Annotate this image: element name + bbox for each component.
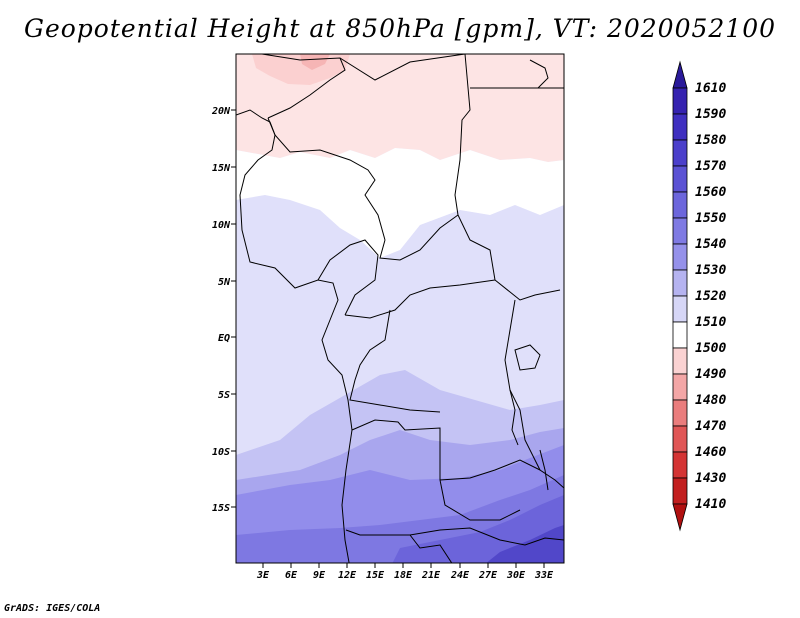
- colorbar-cap-top: [672, 60, 688, 89]
- colorbar-segment: [672, 243, 688, 271]
- border-cameroon: [317, 239, 379, 316]
- colorbar-segment: [672, 87, 688, 115]
- colorbar-label: 1560: [695, 185, 726, 200]
- border-libya-chad: [339, 54, 471, 216]
- colorbar-segment: [672, 269, 688, 297]
- colorbar-cap-bottom: [672, 503, 688, 532]
- lake-victoria: [514, 344, 541, 371]
- lon-label: 6E: [285, 570, 298, 581]
- lon-ticks: [262, 563, 545, 568]
- lon-label: 30E: [506, 570, 526, 581]
- colorbar-label: 1590: [695, 107, 726, 122]
- colorbar-segment: [672, 191, 688, 219]
- map-frame: [235, 53, 565, 564]
- coastline: [236, 109, 353, 563]
- colorbar-label: 1550: [695, 211, 726, 226]
- lon-label: 33E: [534, 570, 554, 581]
- border-drc-east: [504, 299, 564, 489]
- colorbar-segment: [672, 477, 688, 505]
- colorbar-label: 1480: [695, 393, 726, 408]
- lon-label: 24E: [450, 570, 470, 581]
- footer-credit: GrADS: IGES/COLA: [4, 603, 101, 614]
- colorbar-segment: [672, 295, 688, 323]
- nile-branch: [529, 59, 549, 89]
- border-congo: [344, 279, 496, 319]
- colorbar-label: 1490: [695, 367, 726, 382]
- lon-label: 3E: [256, 570, 270, 581]
- lat-label: 15S: [212, 503, 230, 514]
- colorbar: 1610 1590 1580 1570 1560 1550 1540 1530 1520 1510…: [672, 60, 726, 532]
- colorbar-segment: [672, 217, 688, 245]
- border-drc-west: [349, 309, 441, 413]
- colorbar-segment: [672, 347, 688, 375]
- lat-label: 10N: [212, 220, 231, 231]
- lon-label: 21E: [421, 570, 441, 581]
- lat-labels: 20N 15N 10N 5N EQ 5S 10S 15S: [211, 106, 231, 514]
- colorbar-label: 1580: [695, 133, 726, 148]
- colorbar-label: 1510: [695, 315, 726, 330]
- colorbar-segment: [672, 113, 688, 141]
- country-borders: [236, 54, 564, 563]
- lon-label: 9E: [313, 570, 326, 581]
- colorbar-segment: [672, 399, 688, 427]
- lat-label: 10S: [212, 447, 230, 458]
- colorbar-label: 1430: [695, 471, 726, 486]
- colorbar-segment: [672, 165, 688, 193]
- colorbar-label: 1520: [695, 289, 726, 304]
- lat-label: 20N: [211, 106, 231, 117]
- border-namibia: [409, 534, 453, 563]
- border-north: [236, 54, 346, 119]
- border-zambia: [439, 459, 541, 481]
- border-angola: [351, 419, 521, 521]
- border-south: [345, 527, 564, 546]
- border-car: [379, 214, 459, 261]
- colorbar-label: 1540: [695, 237, 726, 252]
- lon-label: 12E: [338, 570, 357, 581]
- field-1510-band: [236, 148, 564, 258]
- colorbar-label: 1610: [695, 81, 726, 96]
- colorbar-segment: [672, 451, 688, 479]
- lat-ticks: [231, 109, 236, 508]
- colorbar-segment: [672, 139, 688, 167]
- lon-label: 18E: [394, 570, 413, 581]
- field-1580-band: [486, 525, 564, 563]
- lat-label: 15N: [212, 163, 231, 174]
- colorbar-label: 1500: [695, 341, 726, 356]
- colorbar-segment: [672, 425, 688, 453]
- colorbar-label: 1570: [695, 159, 726, 174]
- lat-label: 5S: [218, 390, 230, 401]
- colorbar-label: 1530: [695, 263, 726, 278]
- lake-malawi: [539, 449, 549, 491]
- lon-label: 15E: [366, 570, 385, 581]
- lon-label: 27E: [478, 570, 498, 581]
- colorbar-segment: [672, 373, 688, 401]
- colorbar-label: 1460: [695, 445, 726, 460]
- colorbar-segment: [672, 321, 688, 349]
- chart-title: Geopotential Height at 850hPa [gpm], VT:…: [23, 14, 777, 43]
- field-1480-patch: [300, 54, 330, 70]
- border-sahel: [267, 117, 386, 241]
- colorbar-label: 1410: [695, 497, 726, 512]
- lon-labels: 3E 6E 9E 12E 15E 18E 21E 24E 27E 30E 33E: [256, 570, 554, 581]
- colorbar-label: 1470: [695, 419, 726, 434]
- lat-label: EQ: [218, 333, 230, 344]
- height-field: [236, 54, 564, 563]
- lat-label: 5N: [218, 277, 231, 288]
- lake-tanganyika: [509, 389, 519, 446]
